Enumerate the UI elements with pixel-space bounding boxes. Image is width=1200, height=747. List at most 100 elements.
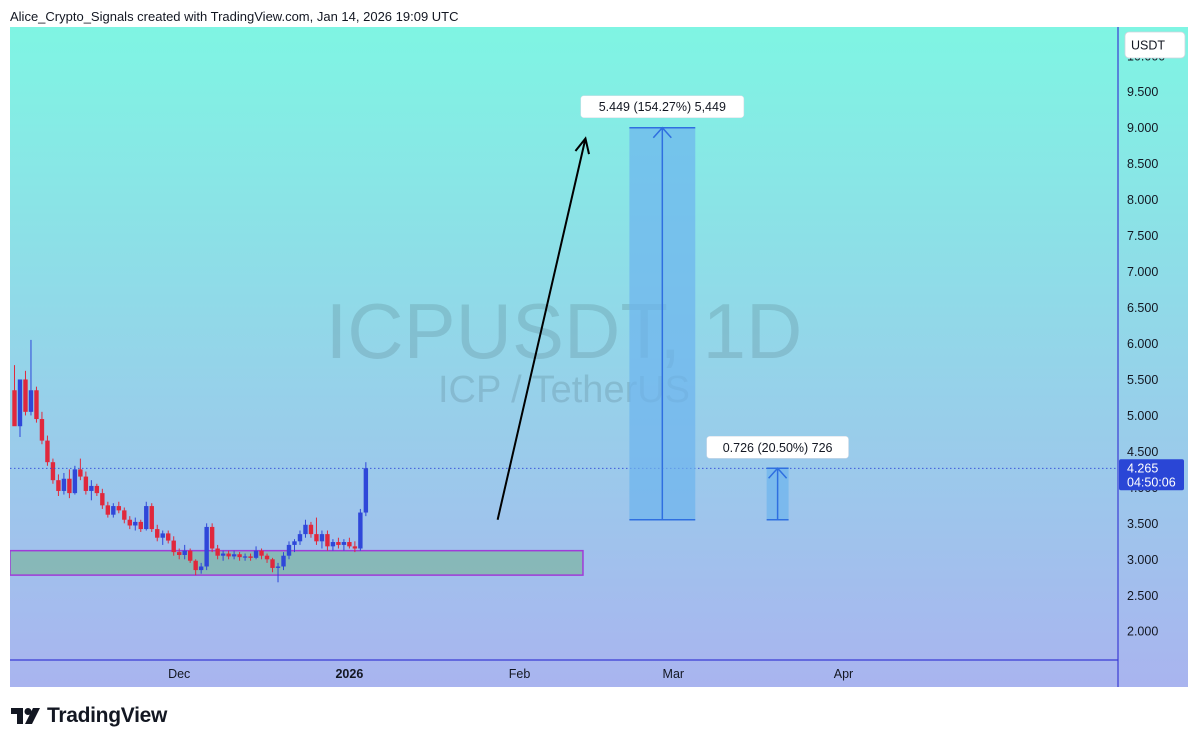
candle-body[interactable] [314,534,319,542]
candle-body[interactable] [270,559,275,568]
current-measure-arrowhead [768,467,788,479]
price-chart[interactable]: ICPUSDT, 1D ICP / TetherUS 5.449 (154.27%)… [10,27,1188,687]
price-tick-label: 7.000 [1127,265,1158,279]
candle-body[interactable] [28,390,34,412]
current-price-badge [1119,459,1184,491]
price-tick-label: 4.500 [1127,445,1158,459]
candle-body[interactable] [122,510,127,520]
candle-body[interactable] [352,546,358,549]
candle-body[interactable] [160,533,165,538]
candle-body[interactable] [363,468,369,513]
candle-body[interactable] [259,550,264,556]
candle-body[interactable] [17,379,23,427]
time-tick-label: Apr [834,667,853,681]
candle-body[interactable] [226,553,231,557]
price-tick-label: 3.000 [1127,553,1158,567]
currency-label: USDT [1131,39,1165,53]
currency-badge[interactable] [1124,31,1186,59]
candle-body[interactable] [347,542,352,547]
candle-body[interactable] [155,529,160,538]
candle-body[interactable] [72,469,78,494]
candle-body[interactable] [281,555,286,567]
chart-background [10,27,1188,687]
candle-body[interactable] [78,469,83,477]
candle-body[interactable] [297,534,303,542]
candle-body[interactable] [264,555,270,560]
price-tick-label: 2.000 [1127,625,1158,639]
tradingview-logo-icon [11,708,40,724]
projection-arrow-line[interactable] [496,138,587,520]
candle-body[interactable] [187,550,193,561]
candle-body[interactable] [193,560,198,571]
symbol-watermark: ICPUSDT, 1D [326,287,803,375]
candle-body[interactable] [56,480,61,491]
candle-body[interactable] [89,485,94,491]
candle-body[interactable] [231,554,237,557]
time-tick-label: 2026 [335,667,363,681]
tradingview-brand-text: TradingView [47,704,168,727]
candle-body[interactable] [336,542,341,545]
candle-body[interactable] [292,541,297,545]
candle-body[interactable] [237,554,242,558]
candle-body[interactable] [275,566,281,568]
candle-body[interactable] [358,512,363,549]
candle-body[interactable] [166,533,171,541]
candle-body[interactable] [330,542,336,547]
target-measure-arrowhead [652,126,672,139]
candle-body[interactable] [253,550,259,558]
candle-body[interactable] [94,485,100,494]
projection-arrow-head [574,136,590,155]
candle-body[interactable] [83,476,89,491]
price-tick-label: 3.500 [1127,517,1158,531]
target-measure-label: 5.449 (154.27%) 5,449 [599,100,726,114]
candle-body[interactable] [34,390,39,420]
candle-body[interactable] [204,526,209,567]
price-tick-label: 2.500 [1127,589,1158,603]
candle-body[interactable] [45,440,50,463]
support-zone-rectangle[interactable] [10,549,584,576]
current-measure-label: 0.726 (20.50%) 726 [723,441,833,455]
candle-body[interactable] [100,493,105,506]
candle-body[interactable] [127,519,132,526]
price-tick-label: 9.500 [1127,85,1158,99]
candle-body[interactable] [171,540,176,553]
tradingview-logo[interactable]: TradingView [11,704,167,728]
candle-body[interactable] [198,566,204,571]
current-measure-label-box [706,436,849,459]
candle-body[interactable] [61,478,67,491]
candle-body[interactable] [319,534,325,542]
candle-body[interactable] [242,556,248,558]
candle-body[interactable] [138,521,143,530]
candle-body[interactable] [215,548,220,556]
candle-body[interactable] [303,524,308,535]
candle-body[interactable] [341,542,347,545]
candle-body[interactable] [23,379,28,412]
candle-countdown: 04:50:06 [1127,475,1176,489]
candle-body[interactable] [220,553,226,556]
candle-body[interactable] [286,544,292,556]
candle-body[interactable] [12,390,17,427]
candle-body[interactable] [209,526,215,549]
candle-body[interactable] [50,462,56,481]
price-tick-label: 9.000 [1127,121,1158,135]
candle-body[interactable] [133,521,138,526]
candle-body[interactable] [144,506,149,530]
candle-body[interactable] [111,506,116,515]
chart-attribution: Alice_Crypto_Signals created with Tradin… [10,9,459,24]
current-price-value: 4.265 [1127,461,1158,475]
candle-body[interactable] [116,506,122,511]
candle-body[interactable] [248,556,253,558]
candle-body[interactable] [177,552,182,555]
candle-body[interactable] [308,524,314,535]
candle-body[interactable] [105,505,111,515]
candle-body[interactable] [182,550,187,555]
price-tick-label: 8.500 [1127,157,1158,171]
price-tick-label: 5.000 [1127,409,1158,423]
candle-body[interactable] [39,419,45,441]
candle-body[interactable] [67,478,72,494]
candle-body[interactable] [325,534,330,547]
price-tick-label: 8.000 [1127,193,1158,207]
target-measure-label-box [580,95,745,118]
candle-body[interactable] [149,506,154,530]
